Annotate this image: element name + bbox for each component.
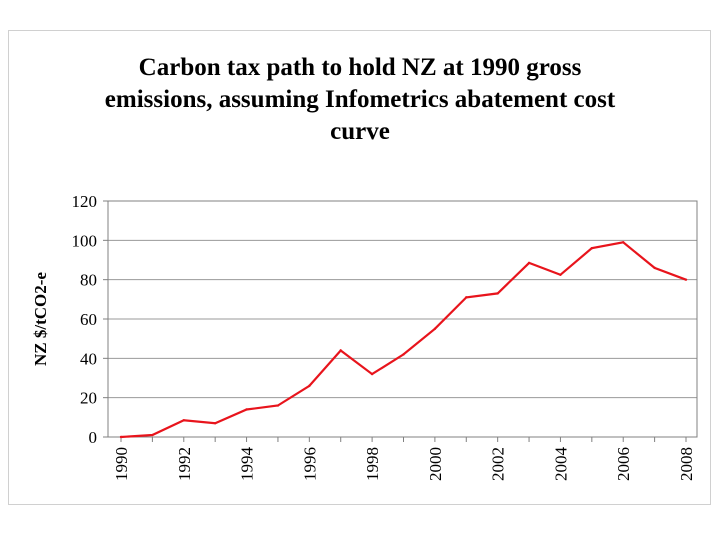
y-tick-label-100: 100 [72, 231, 98, 250]
data-point-1992 [182, 419, 185, 422]
x-tick-label-1992: 1992 [175, 447, 194, 481]
data-point-1995 [276, 404, 280, 407]
y-tick-label-40: 40 [80, 349, 97, 368]
data-point-1998 [370, 372, 374, 376]
chart-frame [8, 30, 711, 505]
data-point-1993 [213, 422, 217, 425]
y-tick-label-60: 60 [80, 310, 97, 329]
data-point-1997 [339, 349, 342, 352]
x-tick-label-1996: 1996 [300, 447, 319, 481]
data-point-1996 [308, 384, 311, 388]
x-tick-label-2006: 2006 [614, 447, 633, 481]
data-point-1999 [402, 353, 405, 356]
y-tick-label-0: 0 [89, 428, 98, 447]
y-axis: 0 20 40 60 80 100 120 [72, 192, 108, 447]
chart-title-line-3: curve [330, 118, 390, 145]
data-point-2005 [590, 247, 594, 250]
data-point-2000 [433, 327, 437, 331]
data-point-2003 [527, 261, 531, 265]
data-point-2006 [622, 241, 625, 244]
data-point-2007 [653, 266, 656, 270]
x-tick-label-1994: 1994 [238, 447, 257, 482]
data-point-2008 [684, 278, 688, 281]
data-point-2002 [496, 292, 499, 295]
x-axis: 1990 1992 1994 1996 1998 2000 2002 2004 2006 2008 [112, 437, 696, 481]
x-tick-label-1998: 1998 [363, 447, 382, 481]
data-point-2004 [559, 273, 562, 276]
data-point-1991 [151, 433, 154, 437]
x-tick-label-1990: 1990 [112, 447, 131, 481]
y-tick-label-80: 80 [80, 271, 97, 290]
y-tick-label-120: 120 [72, 192, 98, 211]
chart-title-line-1: Carbon tax path to hold NZ at 1990 gross [138, 54, 582, 81]
data-point-1990 [119, 435, 123, 439]
x-tick-label-2004: 2004 [551, 447, 570, 482]
x-tick-label-2000: 2000 [426, 447, 445, 481]
data-point-2001 [465, 296, 468, 299]
series-line-0 [120, 241, 687, 439]
series-layer [119, 241, 688, 439]
x-tick-label-2008: 2008 [677, 447, 696, 481]
x-tick-label-2002: 2002 [489, 447, 508, 481]
y-tick-label-20: 20 [80, 389, 97, 408]
chart-title-line-2: emissions, assuming Infometrics abatemen… [104, 86, 616, 113]
data-point-1994 [245, 408, 248, 411]
chart-title: Carbon tax path to hold NZ at 1990 gross… [60, 52, 660, 148]
gridlines [108, 239, 697, 399]
y-axis-label: NZ $/tCO2-e [31, 272, 50, 366]
